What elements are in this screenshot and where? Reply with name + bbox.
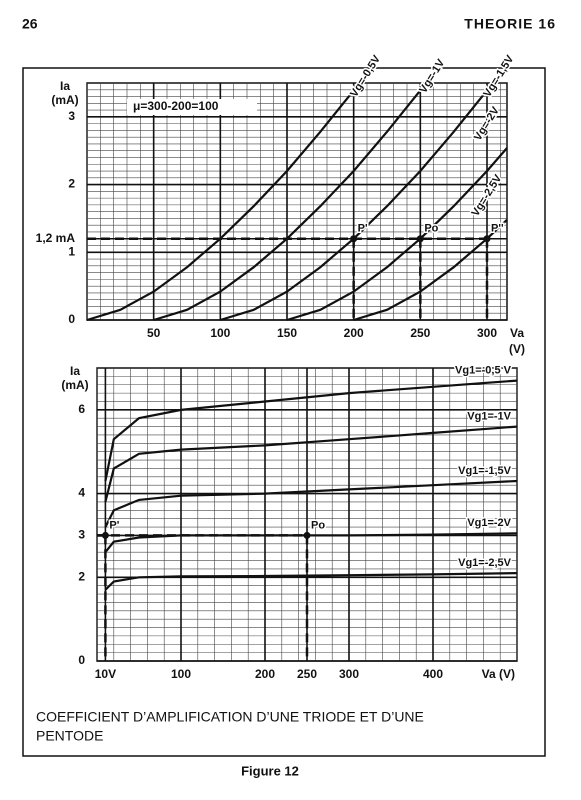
x-tick-label: 300	[339, 667, 359, 681]
y-tick-label: 2	[78, 569, 85, 583]
figure-frame	[22, 67, 546, 757]
operating-point	[350, 235, 358, 243]
x-tick-label: 250	[297, 667, 317, 681]
curve	[104, 572, 518, 591]
curve-label: Vg1=-2,5V	[458, 557, 512, 569]
y-axis-label: Ia	[70, 364, 80, 378]
operating-point	[303, 531, 311, 539]
curve-label: Vg1=-1,5V	[458, 465, 512, 477]
y-tick-label: 4	[78, 486, 85, 500]
operating-point	[101, 531, 109, 539]
curve	[153, 89, 422, 322]
x-tick-label: 100	[171, 667, 191, 681]
x-axis-label: (V)	[509, 342, 525, 356]
curve	[104, 425, 518, 503]
y-tick-label: 1,2 mA	[36, 231, 76, 245]
x-tick-label: 400	[423, 667, 443, 681]
curve-label: Vg1=-1V	[467, 411, 511, 423]
point-label: P'	[358, 223, 368, 235]
x-tick-label: 50	[147, 326, 161, 340]
y-axis-label: (mA)	[61, 378, 88, 392]
y-tick-label: 0	[68, 312, 75, 326]
point-label: Po	[311, 519, 325, 531]
curve	[286, 147, 508, 322]
y-tick-label: 3	[68, 109, 75, 123]
x-tick-label: 200	[255, 667, 275, 681]
caption-line: COEFFICIENT D’AMPLIFICATION D’UNE TRIODE…	[36, 709, 424, 725]
note: μ=300-200=100	[133, 99, 219, 113]
point-label: P''	[491, 223, 504, 235]
x-tick-label: 150	[277, 326, 297, 340]
curve-label: Vg1=-2V	[467, 517, 511, 529]
curve	[104, 479, 518, 528]
page-number: 26	[22, 16, 38, 32]
y-tick-label: 1	[68, 244, 75, 258]
running-title: THEORIE 16	[464, 16, 556, 32]
x-tick-label: 200	[344, 326, 364, 340]
curve-label: Vg1=-0,5 V	[455, 364, 512, 376]
x-axis-label: Va	[510, 326, 524, 340]
y-tick-label: 2	[68, 177, 75, 191]
x-tick-label: 10V	[95, 667, 116, 681]
y-tick-label: 3	[78, 528, 85, 542]
figure-label: Figure 12	[241, 763, 299, 778]
y-axis-label: Ia	[60, 79, 70, 93]
operating-point	[416, 235, 424, 243]
x-axis-label: Va (V)	[482, 667, 515, 681]
y-axis-label: (mA)	[51, 93, 78, 107]
y-tick-label: 0	[78, 653, 85, 667]
operating-point	[483, 235, 491, 243]
x-tick-label: 100	[210, 326, 230, 340]
x-tick-label: 300	[477, 326, 497, 340]
y-tick-label: 6	[78, 402, 85, 416]
note-background	[127, 99, 257, 115]
point-label: Po	[424, 223, 438, 235]
point-label: P'	[109, 519, 119, 531]
curve	[104, 379, 518, 482]
caption-line: PENTODE	[36, 728, 103, 744]
curve	[353, 219, 508, 322]
x-tick-label: 250	[410, 326, 430, 340]
curve	[104, 532, 518, 553]
curve	[86, 89, 355, 322]
